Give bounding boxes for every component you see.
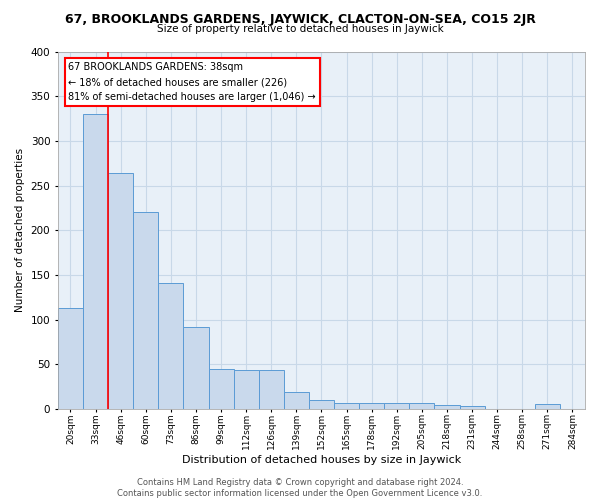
Text: 67, BROOKLANDS GARDENS, JAYWICK, CLACTON-ON-SEA, CO15 2JR: 67, BROOKLANDS GARDENS, JAYWICK, CLACTON… (65, 12, 535, 26)
Bar (133, 212, 158, 409)
Bar (384, 402, 409, 409)
Bar (259, 370, 284, 409)
Bar (334, 402, 359, 409)
Bar (58, 308, 83, 409)
Bar (209, 368, 233, 409)
Bar (158, 283, 184, 409)
Y-axis label: Number of detached properties: Number of detached properties (15, 148, 25, 312)
Text: Contains HM Land Registry data © Crown copyright and database right 2024.
Contai: Contains HM Land Registry data © Crown c… (118, 478, 482, 498)
Bar (460, 406, 485, 409)
Bar (233, 370, 259, 409)
Text: Size of property relative to detached houses in Jaywick: Size of property relative to detached ho… (157, 24, 443, 34)
Bar (184, 326, 209, 409)
X-axis label: Distribution of detached houses by size in Jaywick: Distribution of detached houses by size … (182, 455, 461, 465)
Bar (108, 173, 133, 409)
Bar (535, 404, 560, 409)
Bar (409, 402, 434, 409)
Text: 67 BROOKLANDS GARDENS: 38sqm
← 18% of detached houses are smaller (226)
81% of s: 67 BROOKLANDS GARDENS: 38sqm ← 18% of de… (68, 62, 316, 102)
Bar (284, 392, 309, 409)
Bar (83, 114, 108, 409)
Bar (309, 400, 334, 409)
Bar (359, 402, 384, 409)
Bar (434, 406, 460, 409)
